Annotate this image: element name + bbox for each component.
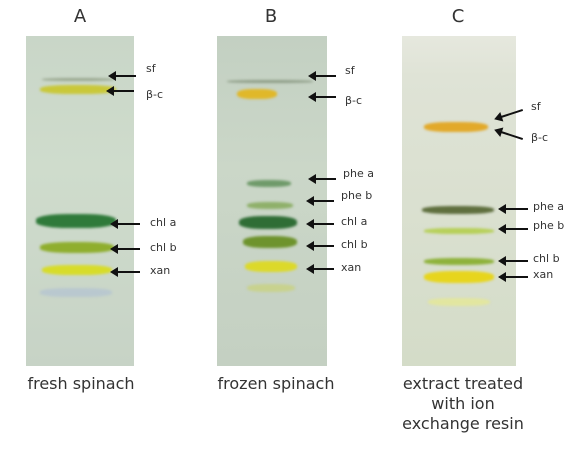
band-beta-carotene	[237, 89, 277, 99]
arrow	[498, 224, 528, 234]
band-chl-b	[243, 236, 297, 248]
arrow	[308, 92, 336, 102]
band-chl-b	[424, 258, 494, 265]
label-sf: sf	[531, 100, 541, 113]
arrow	[106, 86, 134, 96]
label-phe-b: phe b	[533, 219, 565, 232]
arrow	[498, 272, 528, 282]
label-chl-a: chl a	[150, 216, 177, 229]
label-phe-a: phe a	[533, 200, 564, 213]
caption-line: exchange resin	[402, 414, 524, 433]
column-letter-b: B	[264, 6, 278, 27]
label-xan: xan	[341, 261, 362, 274]
band-chl-a	[239, 216, 297, 229]
band-xan	[245, 261, 297, 272]
arrow	[110, 267, 140, 277]
arrow	[498, 256, 528, 266]
tlc-plate-a	[26, 36, 134, 366]
caption-c: extract treated with ion exchange resin	[378, 374, 548, 434]
band-faint	[40, 288, 112, 297]
label-chl-b: chl b	[150, 241, 177, 254]
label-beta-carotene: β-c	[531, 131, 549, 144]
band-phe-b	[424, 228, 494, 234]
band-beta-carotene	[40, 85, 116, 94]
arrow	[110, 244, 140, 254]
arrow	[306, 196, 334, 206]
arrow	[110, 219, 140, 229]
arrow	[308, 174, 336, 184]
label-beta-carotene: β-c	[345, 94, 363, 107]
column-letter-a: A	[73, 6, 87, 27]
band-faint	[428, 298, 490, 306]
label-sf: sf	[345, 64, 355, 77]
arrow	[306, 264, 334, 274]
column-letter-c: C	[451, 6, 465, 27]
tlc-plate-c	[402, 36, 516, 366]
arrow	[108, 71, 136, 81]
band-sf	[42, 78, 114, 81]
arrow	[306, 241, 334, 251]
caption-line: frozen spinach	[217, 374, 335, 393]
label-phe-b: phe b	[341, 189, 373, 202]
band-phe-b	[247, 202, 293, 209]
caption-line: extract treated	[402, 374, 524, 393]
label-sf: sf	[146, 62, 156, 75]
band-xan	[42, 265, 112, 275]
caption-line: fresh spinach	[27, 374, 135, 393]
label-xan: xan	[533, 268, 554, 281]
label-xan: xan	[150, 264, 171, 277]
band-beta-carotene	[424, 122, 488, 132]
label-chl-b: chl b	[533, 252, 560, 265]
label-beta-carotene: β-c	[146, 88, 164, 101]
band-phe-a	[247, 180, 291, 187]
band-chl-a	[36, 214, 116, 228]
label-chl-b: chl b	[341, 238, 368, 251]
arrow	[306, 219, 334, 229]
band-chl-b	[40, 242, 114, 253]
label-chl-a: chl a	[341, 215, 368, 228]
band-sf	[227, 80, 313, 83]
label-phe-a: phe a	[343, 167, 374, 180]
band-xan	[424, 271, 494, 283]
band-faint	[247, 284, 295, 292]
caption-b: frozen spinach	[196, 374, 356, 394]
caption-a: fresh spinach	[8, 374, 154, 394]
arrow	[498, 204, 528, 214]
caption-line: with ion	[431, 394, 495, 413]
arrow	[308, 71, 336, 81]
band-phe-a	[422, 206, 494, 214]
